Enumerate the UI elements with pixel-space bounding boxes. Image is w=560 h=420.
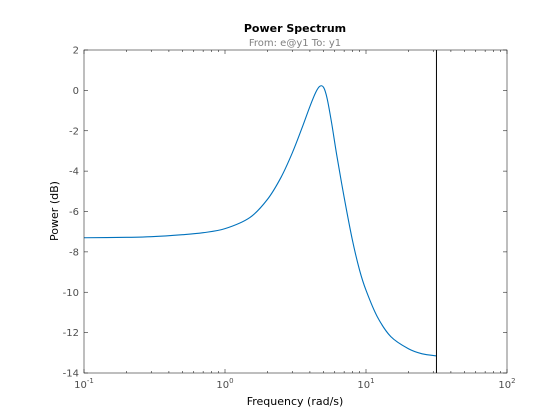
- axis-ticks: [83, 49, 508, 374]
- chart-subtitle: From: e@y1 To: y1: [249, 38, 341, 49]
- x-tick-label: 10-1: [74, 377, 94, 391]
- y-tick-label: 2: [73, 46, 79, 57]
- y-tick-label: -8: [69, 247, 79, 258]
- x-tick-label: 102: [498, 377, 515, 391]
- plot-area: [84, 50, 507, 373]
- y-tick-label: 0: [73, 86, 79, 97]
- y-tick-label: -2: [69, 126, 79, 137]
- axes-frame: [83, 49, 508, 374]
- y-tick-label: -4: [69, 167, 79, 178]
- y-tick-label: -12: [63, 328, 79, 339]
- y-axis-label: Power (dB): [48, 181, 61, 241]
- y-tick-label: -6: [69, 207, 79, 218]
- y-tick-label: -14: [63, 369, 79, 380]
- x-axis-label: Frequency (rad/s): [247, 395, 344, 408]
- y-tick-label: -10: [63, 288, 79, 299]
- series-line: [83, 85, 437, 357]
- chart-title: Power Spectrum: [244, 22, 346, 35]
- series-layer: [83, 50, 437, 373]
- x-tick-label: 101: [357, 377, 374, 391]
- x-tick-label: 100: [216, 377, 233, 391]
